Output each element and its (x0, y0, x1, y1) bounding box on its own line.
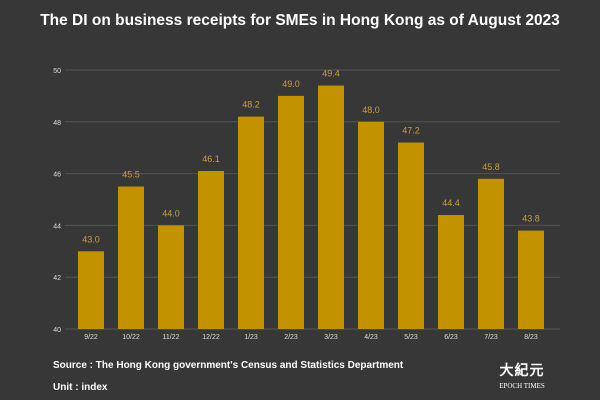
data-label: 46.1 (202, 154, 220, 164)
data-label: 49.0 (282, 79, 300, 89)
logo-chinese: 大紀元 (499, 363, 545, 379)
data-label: 48.0 (362, 105, 380, 115)
chart-title: The DI on business receipts for SMEs in … (40, 12, 560, 29)
data-label: 43.8 (522, 214, 540, 224)
data-label: 48.2 (242, 100, 260, 110)
x-tick-label: 5/23 (404, 334, 418, 341)
bar (318, 85, 344, 329)
x-tick-label: 2/23 (284, 334, 298, 341)
x-tick-label: 1/23 (244, 334, 258, 341)
source-note: Source : The Hong Kong government's Cens… (53, 360, 404, 371)
y-tick-label: 46 (53, 172, 61, 179)
y-tick-label: 40 (53, 327, 61, 334)
x-tick-label: 7/23 (484, 334, 498, 341)
epoch-times-logo: 大紀元 EPOCH TIMES (492, 360, 552, 390)
x-tick-label: 4/23 (364, 334, 378, 341)
bar (238, 116, 264, 330)
x-tick-label: 3/23 (324, 334, 338, 341)
data-label: 47.2 (402, 126, 420, 136)
bar (398, 142, 424, 329)
x-tick-label: 6/23 (444, 334, 458, 341)
data-label: 43.0 (82, 234, 100, 244)
y-tick-label: 48 (53, 120, 61, 127)
bar (278, 95, 304, 330)
x-tick-label: 10/22 (122, 334, 140, 341)
data-label: 45.5 (122, 170, 140, 180)
unit-note: Unit : index (53, 382, 108, 393)
data-label: 45.8 (482, 162, 500, 172)
bar (518, 230, 544, 329)
y-tick-label: 42 (53, 275, 61, 282)
bar (198, 171, 224, 329)
x-tick-label: 9/22 (84, 334, 98, 341)
bar (118, 186, 144, 329)
x-tick-label: 8/23 (524, 334, 538, 341)
bar (478, 178, 504, 329)
y-tick-label: 44 (53, 223, 61, 230)
bar (158, 225, 184, 329)
bar (78, 251, 104, 329)
data-label: 44.0 (162, 208, 180, 218)
bar (358, 121, 384, 329)
logo-english: EPOCH TIMES (499, 382, 545, 390)
x-tick-label: 11/22 (163, 334, 180, 341)
y-tick-label: 50 (53, 68, 61, 75)
data-label: 44.4 (442, 198, 460, 208)
x-tick-label: 12/22 (202, 334, 220, 341)
data-label: 49.4 (322, 69, 340, 79)
bar (438, 215, 464, 329)
